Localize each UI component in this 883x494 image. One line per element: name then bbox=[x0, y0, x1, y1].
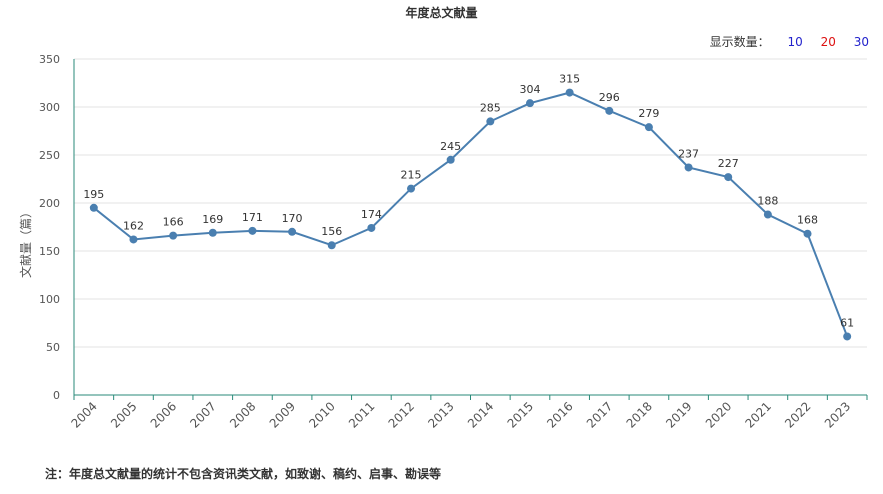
x-tick-label: 2016 bbox=[544, 399, 575, 430]
x-tick-label: 2012 bbox=[386, 399, 417, 430]
display-count-label: 显示数量： bbox=[709, 35, 770, 49]
display-count-option-30[interactable]: 30 bbox=[853, 35, 869, 49]
data-point bbox=[803, 229, 812, 238]
data-point bbox=[525, 99, 534, 108]
data-label: 227 bbox=[718, 157, 739, 170]
y-tick-label: 100 bbox=[39, 293, 60, 306]
x-tick-label: 2011 bbox=[346, 399, 377, 430]
data-label: 174 bbox=[361, 208, 382, 221]
data-point bbox=[89, 203, 98, 212]
data-point bbox=[129, 235, 138, 244]
y-tick-label: 150 bbox=[39, 245, 60, 258]
data-point bbox=[724, 173, 733, 182]
data-point bbox=[169, 231, 178, 240]
x-tick-label: 2010 bbox=[306, 399, 337, 430]
data-point bbox=[446, 155, 455, 164]
display-count-option-20[interactable]: 20 bbox=[820, 35, 836, 49]
y-tick-label: 50 bbox=[46, 341, 60, 354]
data-point bbox=[763, 210, 772, 219]
x-tick-label: 2006 bbox=[148, 399, 179, 430]
data-point bbox=[565, 88, 574, 97]
data-point bbox=[288, 227, 297, 236]
x-tick-label: 2014 bbox=[465, 399, 496, 430]
display-count-selector: 显示数量： 10 20 30 bbox=[710, 33, 869, 50]
data-label: 170 bbox=[282, 212, 303, 225]
data-label: 296 bbox=[599, 91, 620, 104]
data-label: 169 bbox=[202, 213, 223, 226]
data-label: 188 bbox=[757, 195, 778, 208]
data-point bbox=[327, 241, 336, 250]
x-tick-label: 2020 bbox=[703, 399, 734, 430]
x-tick-label: 2004 bbox=[68, 399, 99, 430]
data-point bbox=[407, 184, 416, 193]
footnote: 注：年度总文献量的统计不包含资讯类文献，如致谢、稿约、启事、勘误等 bbox=[45, 467, 442, 481]
data-label: 61 bbox=[840, 316, 854, 329]
data-label: 166 bbox=[163, 216, 184, 229]
data-point bbox=[605, 106, 614, 115]
series-line bbox=[93, 91, 849, 337]
y-axis-title: 文献量（篇） bbox=[18, 206, 33, 278]
data-label: 315 bbox=[559, 73, 580, 86]
x-tick-label: 2023 bbox=[822, 399, 853, 430]
x-tick-label: 2008 bbox=[227, 399, 258, 430]
y-tick-label: 200 bbox=[39, 197, 60, 210]
data-label: 162 bbox=[123, 219, 144, 232]
chart-title: 年度总文献量 bbox=[405, 6, 478, 20]
x-tick-label: 2007 bbox=[187, 399, 218, 430]
data-point bbox=[208, 228, 217, 237]
data-point bbox=[843, 332, 852, 341]
data-label: 195 bbox=[83, 188, 104, 201]
data-label: 279 bbox=[638, 107, 659, 120]
x-tick-label: 2021 bbox=[742, 399, 773, 430]
data-label: 156 bbox=[321, 225, 342, 238]
y-tick-label: 300 bbox=[39, 101, 60, 114]
y-tick-label: 250 bbox=[39, 149, 60, 162]
x-tick-label: 2013 bbox=[425, 399, 456, 430]
x-tick-label: 2018 bbox=[624, 399, 655, 430]
data-label: 215 bbox=[401, 169, 422, 182]
x-tick-label: 2015 bbox=[505, 399, 536, 430]
x-tick-label: 2022 bbox=[782, 399, 813, 430]
x-tick-label: 2019 bbox=[663, 399, 694, 430]
data-point bbox=[367, 223, 376, 232]
x-tick-label: 2009 bbox=[267, 399, 298, 430]
display-count-option-10[interactable]: 10 bbox=[787, 35, 803, 49]
x-tick-label: 2005 bbox=[108, 399, 139, 430]
data-label: 304 bbox=[519, 83, 540, 96]
y-tick-label: 350 bbox=[39, 53, 60, 66]
x-tick-label: 2017 bbox=[584, 399, 615, 430]
data-label: 285 bbox=[480, 101, 501, 114]
data-label: 168 bbox=[797, 214, 818, 227]
data-point bbox=[684, 163, 693, 172]
y-tick-label: 0 bbox=[53, 389, 60, 402]
data-point bbox=[644, 123, 653, 132]
data-label: 237 bbox=[678, 147, 699, 160]
data-label: 171 bbox=[242, 211, 263, 224]
data-point bbox=[486, 117, 495, 126]
data-point bbox=[248, 226, 257, 235]
data-label: 245 bbox=[440, 140, 461, 153]
